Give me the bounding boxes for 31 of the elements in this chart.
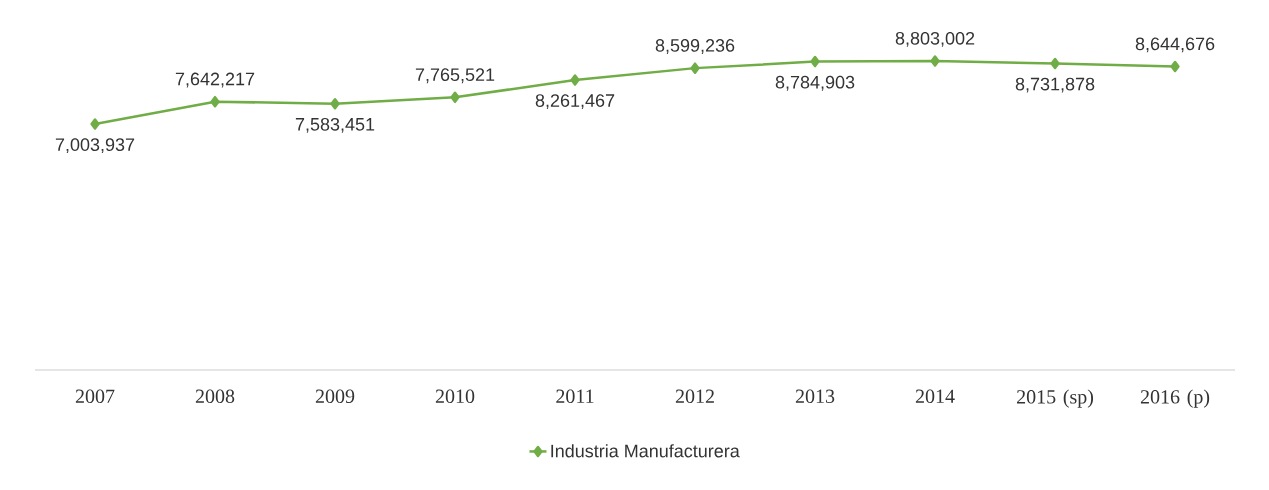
x-tick-label: 2014	[915, 389, 955, 404]
x-tick-label: 2008	[195, 389, 235, 404]
point	[1050, 57, 1060, 70]
data-label: 8,644,676	[1135, 37, 1215, 53]
x-tick-label: 2009	[315, 389, 355, 404]
point	[930, 55, 940, 67]
x-tick-label: 2011	[556, 389, 594, 404]
x-tick-label: 2015 (sp)	[1017, 389, 1094, 408]
x-tick-label: 2016 (p)	[1140, 389, 1210, 408]
point	[810, 55, 820, 68]
legend-label: Industria Manufacturera	[551, 444, 740, 458]
x-tick-label: 2013	[795, 389, 835, 404]
data-label: 8,803,002	[895, 31, 975, 47]
point	[690, 62, 700, 74]
data-label: 8,731,878	[1015, 77, 1095, 93]
data-label: 7,765,521	[415, 68, 495, 84]
point	[570, 74, 580, 86]
x-tick-label: 2012	[675, 389, 714, 404]
x-tick-label: 2010	[435, 389, 475, 404]
data-label: 8,784,903	[775, 75, 855, 91]
data-label: 7,003,937	[55, 138, 135, 154]
x-tick-label: 2007	[75, 389, 115, 404]
data-label: 8,261,467	[535, 94, 615, 110]
data-label: 7,583,451	[295, 117, 375, 133]
point	[90, 118, 100, 130]
data-label: 7,642,217	[175, 72, 255, 88]
point	[450, 91, 460, 104]
point	[210, 95, 220, 108]
point	[1170, 60, 1180, 73]
point	[330, 97, 340, 110]
data-label: 8,599,236	[655, 39, 735, 54]
